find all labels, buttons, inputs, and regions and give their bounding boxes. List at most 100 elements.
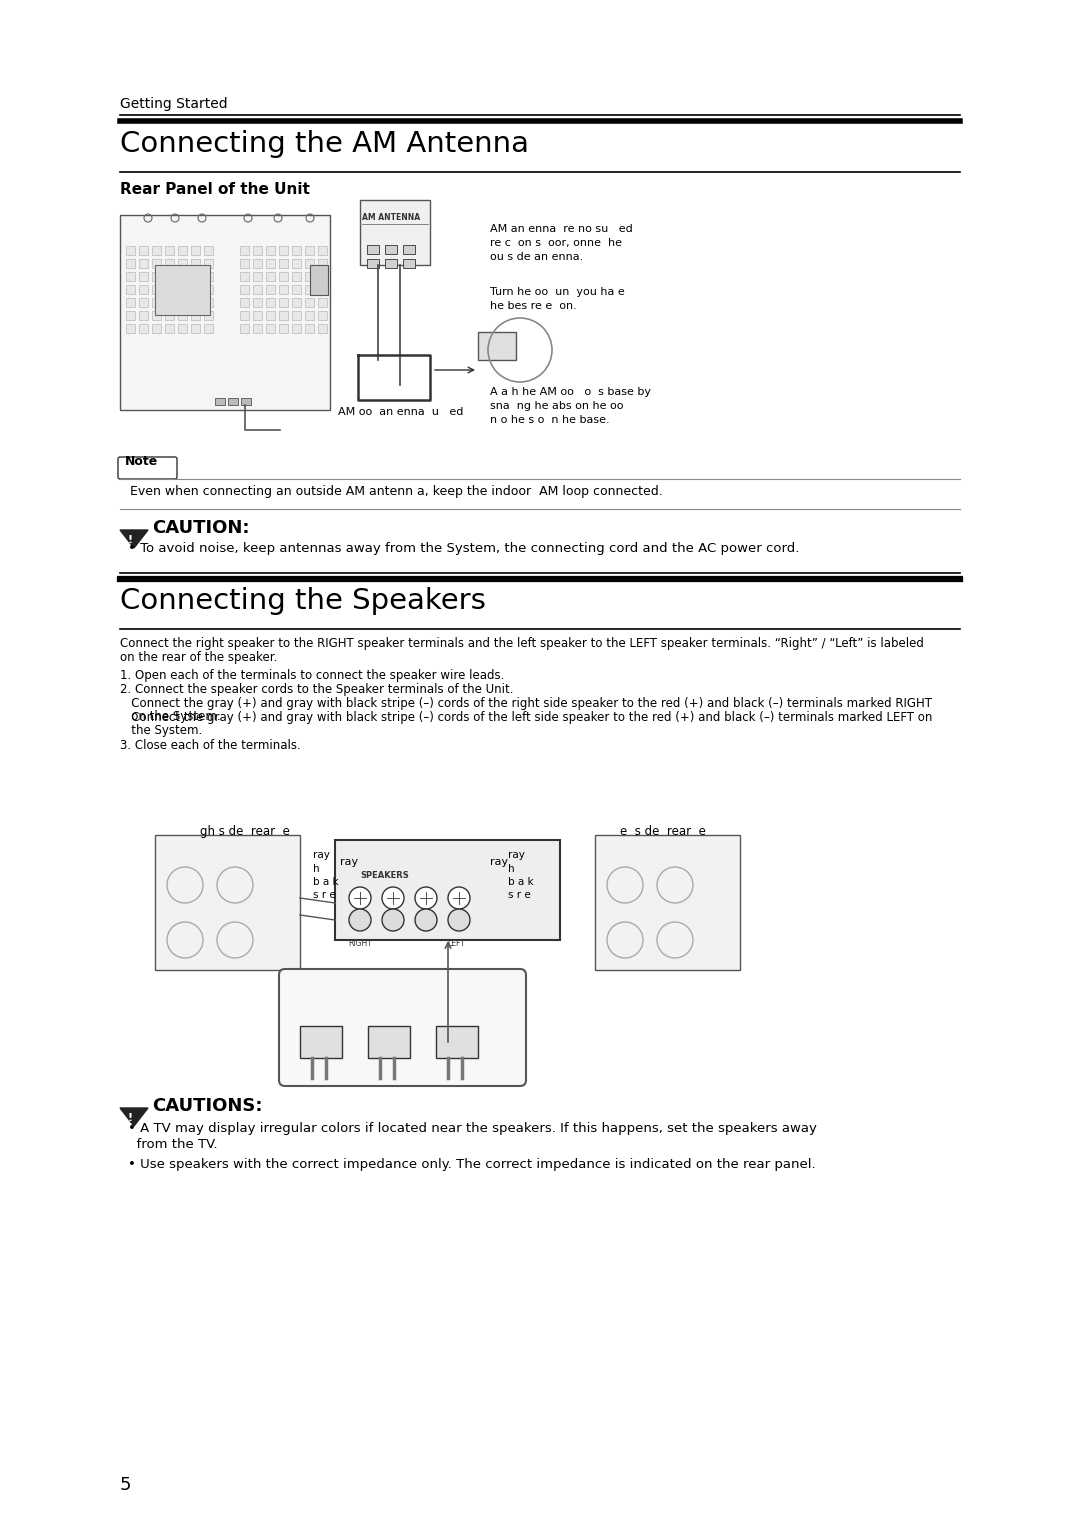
Bar <box>126 286 135 293</box>
Text: • Use speakers with the correct impedance only. The correct impedance is indicat: • Use speakers with the correct impedanc… <box>129 1158 815 1170</box>
Text: RIGHT: RIGHT <box>348 940 372 947</box>
Bar <box>318 260 327 267</box>
Text: re c  on s  oor, onne  he: re c on s oor, onne he <box>490 238 622 248</box>
Text: sna  ng he abs on he oo: sna ng he abs on he oo <box>490 400 623 411</box>
Bar <box>204 272 213 281</box>
Text: Turn he oo  un  you ha e: Turn he oo un you ha e <box>490 287 624 296</box>
Bar <box>204 312 213 319</box>
Bar <box>292 312 301 319</box>
Text: on the System.: on the System. <box>120 711 220 723</box>
Text: LEFT: LEFT <box>447 940 464 947</box>
Text: gh s de  rear  e: gh s de rear e <box>200 825 289 837</box>
Text: Connect the gray (+) and gray with black stripe (–) cords of the left side speak: Connect the gray (+) and gray with black… <box>120 711 932 724</box>
Bar <box>367 260 379 267</box>
Bar <box>126 246 135 255</box>
Bar <box>253 286 262 293</box>
Bar <box>152 324 161 333</box>
Bar <box>318 246 327 255</box>
Bar <box>384 260 397 267</box>
Text: from the TV.: from the TV. <box>129 1138 218 1151</box>
Bar <box>178 298 187 307</box>
Bar <box>156 834 300 970</box>
Bar <box>318 272 327 281</box>
Circle shape <box>349 909 372 931</box>
Bar <box>266 312 275 319</box>
Bar <box>240 260 249 267</box>
Bar <box>292 246 301 255</box>
Bar <box>279 260 288 267</box>
Bar <box>305 286 314 293</box>
Bar <box>266 298 275 307</box>
Bar <box>310 264 328 295</box>
Bar <box>152 286 161 293</box>
Bar <box>240 312 249 319</box>
Bar <box>152 312 161 319</box>
Bar <box>165 286 174 293</box>
Bar <box>266 260 275 267</box>
Bar <box>139 246 148 255</box>
Bar <box>178 246 187 255</box>
Circle shape <box>448 886 470 909</box>
Bar <box>253 272 262 281</box>
Bar <box>292 260 301 267</box>
Text: he bes re e  on.: he bes re e on. <box>490 301 577 312</box>
Bar <box>139 312 148 319</box>
Bar <box>204 298 213 307</box>
Bar <box>305 272 314 281</box>
Bar <box>165 246 174 255</box>
Bar <box>384 244 397 254</box>
Text: !: ! <box>127 1112 133 1123</box>
Bar <box>191 272 200 281</box>
Text: Rear Panel of the Unit: Rear Panel of the Unit <box>120 182 310 197</box>
Bar <box>253 260 262 267</box>
Text: 3. Close each of the terminals.: 3. Close each of the terminals. <box>120 740 300 752</box>
Text: on the rear of the speaker.: on the rear of the speaker. <box>120 651 278 665</box>
Text: ray
h
b a k
s r e: ray h b a k s r e <box>508 851 534 900</box>
Bar <box>191 298 200 307</box>
Bar <box>240 324 249 333</box>
Bar <box>191 324 200 333</box>
Bar <box>228 397 238 405</box>
Bar <box>165 298 174 307</box>
Text: SPEAKERS: SPEAKERS <box>360 871 408 880</box>
Bar <box>126 312 135 319</box>
Polygon shape <box>120 530 148 549</box>
Bar <box>152 298 161 307</box>
Bar <box>300 1025 342 1057</box>
Bar <box>204 324 213 333</box>
Bar <box>279 272 288 281</box>
Bar <box>126 272 135 281</box>
Bar <box>253 324 262 333</box>
Bar <box>478 332 516 361</box>
FancyBboxPatch shape <box>279 969 526 1086</box>
Bar <box>139 272 148 281</box>
Text: ou s de an enna.: ou s de an enna. <box>490 252 583 261</box>
Text: 1. Open each of the terminals to connect the speaker wire leads.: 1. Open each of the terminals to connect… <box>120 669 504 681</box>
Text: AM ANTENNA: AM ANTENNA <box>362 212 420 222</box>
Text: Connect the gray (+) and gray with black stripe (–) cords of the right side spea: Connect the gray (+) and gray with black… <box>120 697 932 711</box>
Bar <box>126 298 135 307</box>
Text: • A TV may display irregular colors if located near the speakers. If this happen: • A TV may display irregular colors if l… <box>129 1122 816 1135</box>
Circle shape <box>448 909 470 931</box>
Circle shape <box>415 909 437 931</box>
Bar <box>292 286 301 293</box>
Bar <box>139 260 148 267</box>
Text: e  s de  rear  e: e s de rear e <box>620 825 706 837</box>
Text: A a h he AM oo   o  s base by: A a h he AM oo o s base by <box>490 387 651 397</box>
Bar <box>595 834 740 970</box>
Bar <box>126 324 135 333</box>
Bar <box>178 272 187 281</box>
Bar <box>305 246 314 255</box>
Bar <box>403 244 415 254</box>
Bar <box>266 272 275 281</box>
Bar <box>360 200 430 264</box>
Text: n o he s o  n he base.: n o he s o n he base. <box>490 416 609 425</box>
Text: Note: Note <box>125 455 159 468</box>
Bar <box>165 312 174 319</box>
Bar <box>240 246 249 255</box>
Bar <box>139 324 148 333</box>
Bar <box>240 286 249 293</box>
Text: CAUTION:: CAUTION: <box>152 520 249 536</box>
Bar <box>156 264 210 315</box>
Text: !: ! <box>127 535 133 545</box>
